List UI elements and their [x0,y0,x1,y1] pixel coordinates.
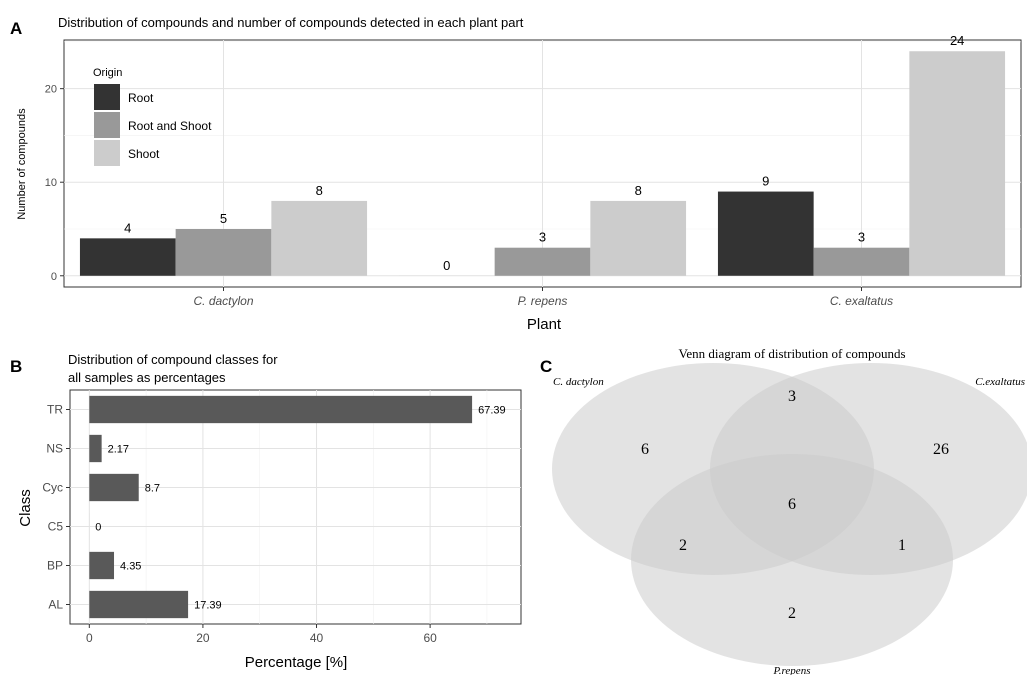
venn-count-dactylon-exaltatus: 3 [788,388,796,405]
bar-root-and-shoot-c-dactylon [175,228,272,276]
legend-swatch-root-and-shoot [94,112,120,138]
x-tick-label: 40 [310,631,324,645]
y-tick-label: TR [47,403,63,417]
panel-b: B Distribution of compound classes for a… [10,352,522,671]
data-label: 3 [858,230,865,245]
venn-circle-p-repens [631,454,953,666]
y-tick-label: 20 [45,84,57,96]
panel-b-data-labels: 67.39 2.17 8.7 0 4.35 17.39 [95,405,505,612]
x-tick-label: 60 [423,631,437,645]
panel-a-data-labels: 4 5 8 0 3 8 9 3 24 [124,33,964,273]
x-tick-label: C. dactylon [193,294,253,308]
panel-b-bars [89,395,473,619]
panel-a: A Distribution of compounds and number o… [10,15,1022,333]
y-tick-label: 0 [51,271,57,283]
data-label: 8 [635,183,642,198]
data-label: 8.7 [145,483,160,495]
panel-b-title-line-1: Distribution of compound classes for [68,352,278,367]
x-tick-label: 0 [86,631,93,645]
data-label: 3 [539,230,546,245]
panel-b-title-line-2: all samples as percentages [68,370,226,385]
panel-b-x-ticks: 0 20 40 60 [86,624,437,645]
panel-a-x-axis-label: Plant [527,316,562,333]
panel-c: C Venn diagram of distribution of compou… [540,346,1027,675]
panel-a-bars [79,51,1006,276]
panel-a-letter: A [10,19,22,38]
data-label: 4.35 [120,561,141,573]
y-tick-label: 10 [45,177,57,189]
panel-a-x-ticks: C. dactylon P. repens C. exaltatus [193,287,893,308]
panel-a-title: Distribution of compounds and number of … [58,15,524,30]
data-label: 8 [316,183,323,198]
bar-bp [89,551,115,580]
bar-ns [89,434,102,463]
x-tick-label: P. repens [518,294,568,308]
panel-a-y-ticks: 0 10 20 [45,84,64,283]
venn-set-label-p-repens: P.repens [773,665,811,675]
panel-b-letter: B [10,357,22,376]
bar-root-c-exaltatus [717,191,814,276]
bar-al [89,590,189,619]
bar-shoot-c-exaltatus [909,51,1006,276]
venn-count-c-dactylon-only: 6 [641,441,649,458]
bar-root-c-dactylon [79,238,176,276]
x-tick-label: C. exaltatus [830,294,893,308]
y-tick-label: BP [47,559,63,573]
data-label: 0 [95,522,101,534]
y-tick-label: C5 [48,520,64,534]
legend-label-shoot: Shoot [128,147,160,161]
panel-b-x-axis-label: Percentage [%] [245,654,348,671]
bar-root-and-shoot-p-repens [494,247,591,276]
legend-label-root: Root [128,91,154,105]
y-tick-label: NS [46,442,63,456]
bar-shoot-c-dactylon [271,200,368,276]
venn-count-c-exaltatus-only: 26 [933,441,949,458]
legend-title: Origin [93,67,122,79]
data-label: 24 [950,33,964,48]
panel-b-plot-frame [69,389,522,625]
venn-set-label-c-dactylon: C. dactylon [553,376,604,388]
data-label: 67.39 [478,405,506,417]
legend-label-root-and-shoot: Root and Shoot [128,119,212,133]
bar-root-and-shoot-c-exaltatus [813,247,910,276]
y-tick-label: Cyc [42,481,63,495]
panel-b-y-ticks: TR NS Cyc C5 BP AL [42,403,70,612]
panel-c-letter: C [540,357,552,376]
bar-tr [89,395,473,424]
legend-swatch-root [94,84,120,110]
venn-count-all-three: 6 [788,496,796,513]
venn-set-label-c-exaltatus: C.exaltatus [975,376,1025,388]
venn-title: Venn diagram of distribution of compound… [678,346,905,361]
data-label: 17.39 [194,600,222,612]
venn-count-dactylon-repens: 2 [679,537,687,554]
y-tick-label: AL [48,598,63,612]
panel-b-y-axis-label: Class [17,489,34,527]
data-label: 5 [220,211,227,226]
bar-shoot-p-repens [590,200,687,276]
venn-count-p-repens-only: 2 [788,605,796,622]
bar-cyc [89,473,139,502]
venn-count-exaltatus-repens: 1 [898,537,906,554]
panel-a-legend: Origin Root Root and Shoot Shoot [93,67,212,166]
data-label: 9 [762,174,769,189]
x-tick-label: 20 [196,631,210,645]
panel-a-y-axis-label: Number of compounds [16,108,28,220]
data-label: 2.17 [108,444,129,456]
data-label: 0 [443,258,450,273]
legend-swatch-shoot [94,140,120,166]
data-label: 4 [124,220,131,235]
